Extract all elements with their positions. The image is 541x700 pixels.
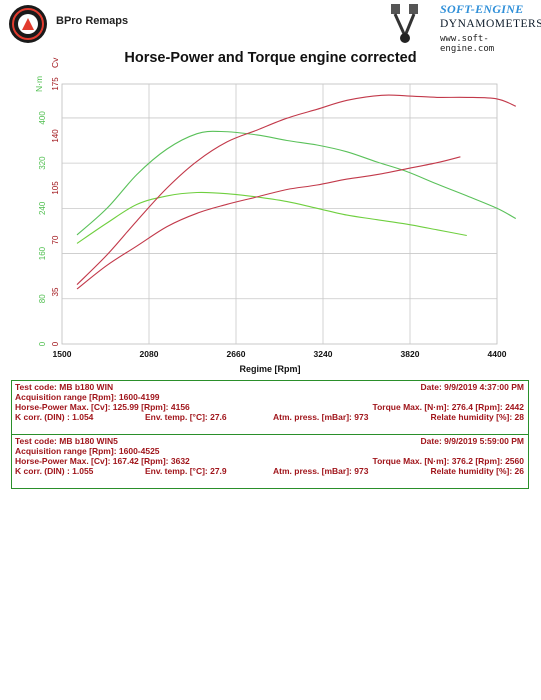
torque-tick-label: 400 bbox=[38, 111, 47, 125]
test-block-1: Test code: MB b180 WIN Date: 9/9/2019 4:… bbox=[12, 382, 528, 435]
k-correction: K corr. (DIN) : 1.055 bbox=[15, 466, 94, 476]
chart-grid bbox=[61, 83, 498, 345]
power-tick-label: 35 bbox=[51, 287, 60, 296]
torque-tick-label: 160 bbox=[38, 246, 47, 260]
x-tick-label: 2660 bbox=[227, 349, 246, 359]
bpro-logo-icon bbox=[9, 5, 47, 43]
power-tick-label: 175 bbox=[51, 77, 60, 91]
x-tick-label: 3240 bbox=[314, 349, 333, 359]
torque-tick-label: 0 bbox=[38, 341, 47, 346]
horsepower-max: Horse-Power Max. [Cv]: 167.42 [Rpm]: 363… bbox=[15, 456, 190, 466]
test-block-2: Test code: MB b180 WIN5 Date: 9/9/2019 5… bbox=[12, 436, 528, 488]
x-tick-label: 1500 bbox=[53, 349, 72, 359]
env-temp: Env. temp. [°C]: 27.6 bbox=[145, 412, 227, 422]
torque-max: Torque Max. [N·m]: 276.4 [Rpm]: 2442 bbox=[372, 402, 524, 412]
atm-pressure: Atm. press. [mBar]: 973 bbox=[273, 412, 369, 422]
torque-tick-label: 320 bbox=[38, 156, 47, 170]
power-tick-label: 105 bbox=[51, 181, 60, 195]
x-tick-label: 2080 bbox=[140, 349, 159, 359]
power-tick-label: 0 bbox=[51, 341, 60, 346]
torque-curve-1 bbox=[76, 191, 467, 244]
atm-pressure: Atm. press. [mBar]: 973 bbox=[273, 466, 369, 476]
website-url: www.soft-engine.com bbox=[440, 34, 495, 54]
test-code: Test code: MB b180 WIN bbox=[15, 382, 114, 392]
power-tick-label: 140 bbox=[51, 129, 60, 143]
acquisition-range: Acquisition range [Rpm]: 1600-4525 bbox=[15, 446, 160, 456]
chart-labels: Regime [Rpm] N·m Cv 1500 2080 2660 3240 3820… bbox=[34, 57, 507, 374]
power-curve-1 bbox=[76, 156, 461, 290]
dynamometers-brand: DYNAMOMETERS bbox=[440, 18, 541, 30]
torque-tick-label: 240 bbox=[38, 201, 47, 215]
power-curve-2 bbox=[76, 94, 517, 285]
test-date: Date: 9/9/2019 4:37:00 PM bbox=[420, 382, 524, 392]
torque-tick-label: 80 bbox=[38, 294, 47, 303]
soft-engine-brand: SOFT-ENGINE bbox=[440, 2, 524, 16]
y-axis-label-torque: N·m bbox=[34, 76, 44, 92]
x-tick-label: 4400 bbox=[488, 349, 507, 359]
test-code: Test code: MB b180 WIN5 bbox=[15, 436, 118, 446]
plot-frame bbox=[61, 83, 498, 345]
test-info-table: Test code: MB b180 WIN Date: 9/9/2019 4:… bbox=[11, 380, 529, 489]
torque-curve-2 bbox=[76, 130, 517, 236]
k-correction: K corr. (DIN) : 1.054 bbox=[15, 412, 94, 422]
chart-series bbox=[76, 94, 517, 290]
power-tick-label: 70 bbox=[51, 235, 60, 244]
left-brand: BPro Remaps bbox=[56, 15, 129, 27]
acquisition-range: Acquisition range [Rpm]: 1600-4199 bbox=[15, 392, 160, 402]
torque-max: Torque Max. [N·m]: 376.2 [Rpm]: 2560 bbox=[372, 456, 524, 466]
humidity: Relate humidity [%]: 28 bbox=[430, 412, 524, 422]
y-axis-label-power: Cv bbox=[50, 57, 60, 68]
x-tick-label: 3820 bbox=[401, 349, 420, 359]
test-date: Date: 9/9/2019 5:59:00 PM bbox=[420, 436, 524, 446]
env-temp: Env. temp. [°C]: 27.9 bbox=[145, 466, 227, 476]
horsepower-max: Horse-Power Max. [Cv]: 125.99 [Rpm]: 415… bbox=[15, 402, 190, 412]
pistons-logo-icon bbox=[391, 4, 418, 43]
header: BPro Remaps SOFT-ENGINE DYNAMOMETERS www… bbox=[0, 0, 541, 54]
dyno-chart: Regime [Rpm] N·m Cv 1500 2080 2660 3240 3820… bbox=[34, 57, 517, 374]
x-axis-label: Regime [Rpm] bbox=[239, 364, 300, 374]
chart-title: Horse-Power and Torque engine corrected bbox=[124, 50, 417, 66]
humidity: Relate humidity [%]: 26 bbox=[430, 466, 524, 476]
